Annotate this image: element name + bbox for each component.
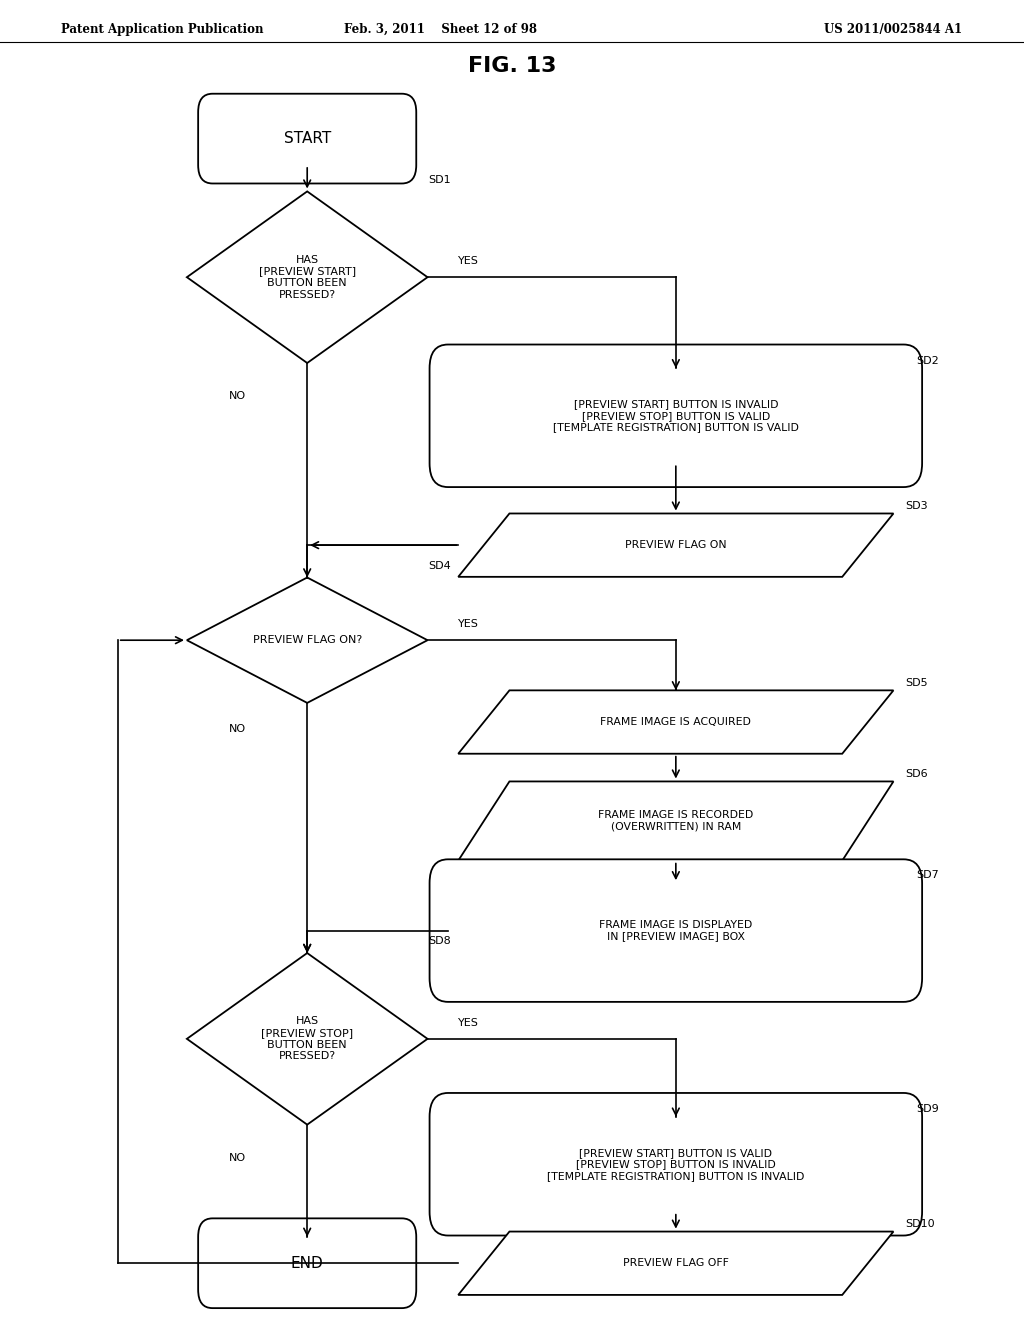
- Text: NO: NO: [228, 725, 246, 734]
- FancyBboxPatch shape: [430, 345, 922, 487]
- Text: FRAME IMAGE IS DISPLAYED
IN [PREVIEW IMAGE] BOX: FRAME IMAGE IS DISPLAYED IN [PREVIEW IMA…: [599, 920, 753, 941]
- Text: SD3: SD3: [906, 500, 929, 511]
- Text: YES: YES: [459, 1018, 479, 1028]
- FancyBboxPatch shape: [198, 94, 416, 183]
- Polygon shape: [459, 513, 893, 577]
- Polygon shape: [186, 578, 428, 702]
- Text: SD10: SD10: [906, 1218, 935, 1229]
- FancyBboxPatch shape: [198, 1218, 416, 1308]
- Text: END: END: [291, 1255, 324, 1271]
- Text: START: START: [284, 131, 331, 147]
- Text: [PREVIEW START] BUTTON IS VALID
[PREVIEW STOP] BUTTON IS INVALID
[TEMPLATE REGIS: [PREVIEW START] BUTTON IS VALID [PREVIEW…: [547, 1147, 805, 1181]
- Text: HAS
[PREVIEW STOP]
BUTTON BEEN
PRESSED?: HAS [PREVIEW STOP] BUTTON BEEN PRESSED?: [261, 1016, 353, 1061]
- Text: PREVIEW FLAG OFF: PREVIEW FLAG OFF: [623, 1258, 729, 1269]
- Text: [PREVIEW START] BUTTON IS INVALID
[PREVIEW STOP] BUTTON IS VALID
[TEMPLATE REGIS: [PREVIEW START] BUTTON IS INVALID [PREVI…: [553, 399, 799, 433]
- Text: FIG. 13: FIG. 13: [468, 55, 556, 77]
- Text: FRAME IMAGE IS RECORDED
(OVERWRITTEN) IN RAM: FRAME IMAGE IS RECORDED (OVERWRITTEN) IN…: [598, 810, 754, 832]
- Text: SD9: SD9: [916, 1104, 939, 1114]
- Text: SD1: SD1: [428, 174, 451, 185]
- Text: SD6: SD6: [906, 768, 929, 779]
- Polygon shape: [186, 191, 428, 363]
- Text: SD2: SD2: [916, 355, 939, 366]
- Text: NO: NO: [228, 1152, 246, 1163]
- Text: US 2011/0025844 A1: US 2011/0025844 A1: [824, 22, 963, 36]
- Text: PREVIEW FLAG ON: PREVIEW FLAG ON: [625, 540, 727, 550]
- Text: Feb. 3, 2011    Sheet 12 of 98: Feb. 3, 2011 Sheet 12 of 98: [344, 22, 537, 36]
- Polygon shape: [459, 781, 893, 861]
- Text: YES: YES: [459, 619, 479, 630]
- FancyBboxPatch shape: [430, 859, 922, 1002]
- Text: FRAME IMAGE IS ACQUIRED: FRAME IMAGE IS ACQUIRED: [600, 717, 752, 727]
- FancyBboxPatch shape: [430, 1093, 922, 1236]
- Polygon shape: [186, 953, 428, 1125]
- Text: HAS
[PREVIEW START]
BUTTON BEEN
PRESSED?: HAS [PREVIEW START] BUTTON BEEN PRESSED?: [259, 255, 355, 300]
- Text: SD4: SD4: [428, 561, 451, 570]
- Text: SD5: SD5: [906, 677, 929, 688]
- Polygon shape: [459, 1232, 893, 1295]
- Text: YES: YES: [459, 256, 479, 267]
- Text: PREVIEW FLAG ON?: PREVIEW FLAG ON?: [253, 635, 361, 645]
- Text: SD8: SD8: [428, 936, 451, 946]
- Polygon shape: [459, 690, 893, 754]
- Text: SD7: SD7: [916, 870, 939, 880]
- Text: Patent Application Publication: Patent Application Publication: [61, 22, 264, 36]
- Text: NO: NO: [228, 391, 246, 401]
